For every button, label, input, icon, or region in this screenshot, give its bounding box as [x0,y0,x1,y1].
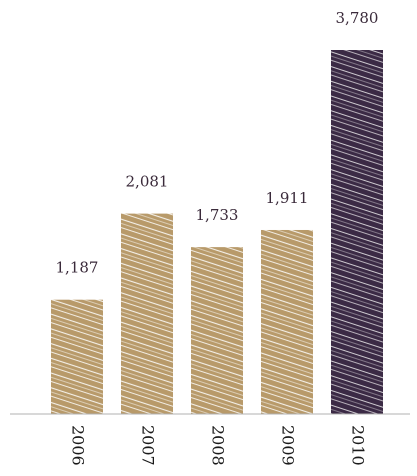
x-tick-label-2009: 2009 [279,425,298,466]
bars-group [51,50,383,414]
bar-2010 [331,50,383,414]
value-label-2006: 1,187 [56,259,99,277]
x-tick-label-2010: 2010 [349,425,368,466]
x-tick-label-2008: 2008 [209,425,228,466]
value-label-2008: 1,733 [196,206,239,224]
bar-2007 [121,213,173,414]
value-label-2010: 3,780 [336,9,379,27]
x-tick-label-2006: 2006 [69,425,88,466]
bar-2006 [51,299,103,414]
value-labels-group: 1,187 2,081 1,733 1,911 3,780 [56,9,379,277]
value-label-2009: 1,911 [266,189,309,207]
x-tick-labels-group: 2006 2007 2008 2009 2010 [69,425,368,466]
value-label-2007: 2,081 [126,173,169,191]
bar-2008 [191,247,243,414]
bar-2009 [261,229,313,414]
x-tick-label-2007: 2007 [139,425,158,466]
